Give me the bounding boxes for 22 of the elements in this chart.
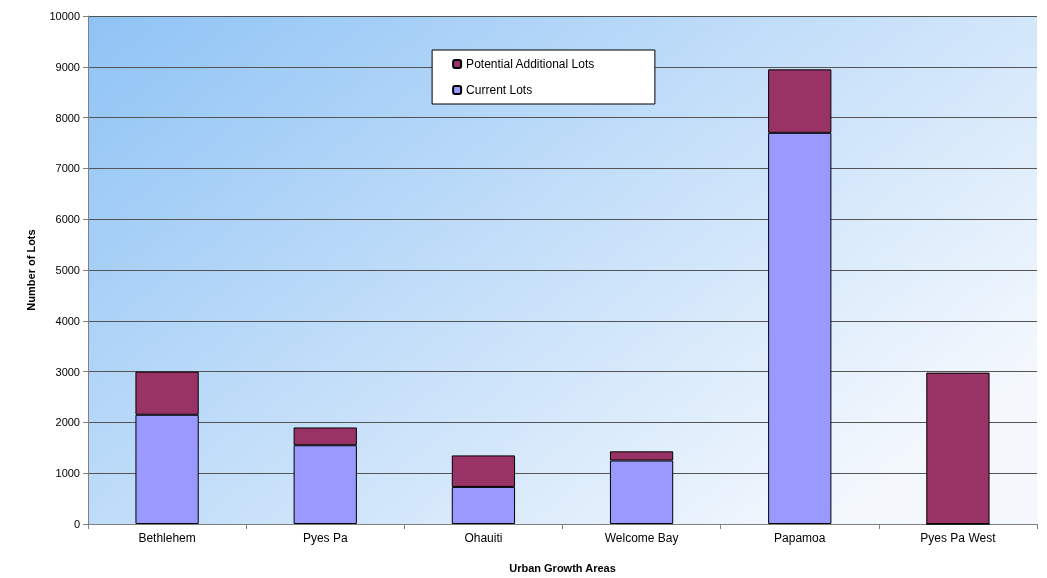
x-tick-label: Papamoa — [774, 531, 826, 545]
y-tick-label: 8000 — [55, 111, 80, 124]
y-tick-label: 10000 — [49, 10, 80, 22]
y-tick-label: 2000 — [55, 416, 80, 429]
x-tick-label: Pyes Pa — [302, 531, 348, 545]
legend-label: Current Lots — [466, 83, 533, 97]
x-axis-title: Urban Growth Areas — [509, 561, 616, 574]
y-tick-label: 0 — [73, 518, 80, 530]
bar — [926, 372, 990, 524]
x-tick-label: Welcome Bay — [604, 531, 679, 545]
x-tick-label: Ohauiti — [464, 531, 503, 545]
x-tick-label: Bethlehem — [138, 531, 196, 545]
legend-label: Potential Additional Lots — [466, 57, 595, 71]
y-tick-label: 7000 — [55, 162, 80, 175]
y-tick-label: 5000 — [55, 264, 80, 276]
y-axis-title: Number of Lots — [24, 229, 37, 311]
y-tick-label: 1000 — [55, 467, 80, 480]
x-tick-label: Pyes Pa West — [920, 531, 997, 545]
y-tick-label: 6000 — [55, 213, 80, 226]
y-tick-label: 4000 — [55, 314, 80, 327]
y-tick-label: 9000 — [55, 60, 80, 73]
y-tick-label: 3000 — [55, 365, 80, 378]
